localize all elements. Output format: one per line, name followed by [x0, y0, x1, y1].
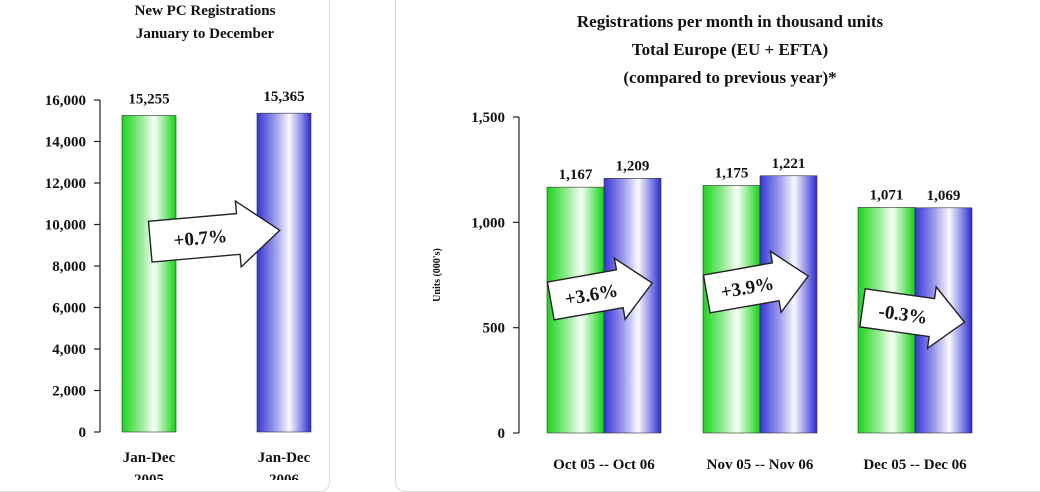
right-bar-value-label: 1,175	[715, 165, 749, 181]
right-y-axis-label: Units (000's)	[432, 248, 443, 302]
right-bar-value-label: 1,071	[870, 187, 904, 203]
left-y-tick-label: 10,000	[45, 218, 86, 234]
left-x-tick-label: 2006	[269, 472, 300, 480]
left-y-tick-label: 4,000	[52, 342, 86, 358]
left-y-tick-label: 12,000	[45, 176, 86, 192]
right-x-tick-label: Oct 05 -- Oct 06	[553, 457, 655, 473]
left-y-tick-label: 2,000	[52, 384, 86, 400]
right-chart-title: Registrations per month in thousand unit…	[420, 8, 1040, 92]
right-title-line-2: Total Europe (EU + EFTA)	[631, 40, 829, 59]
left-bar-2	[256, 112, 312, 433]
right-y-tick-label: 0	[498, 426, 506, 442]
right-change-arrow-2-shape	[702, 249, 810, 315]
left-x-tick-label: 2005	[134, 472, 164, 480]
right-x-tick-label: Dec 05 -- Dec 06	[863, 457, 967, 473]
right-title-line-1: Registrations per month in thousand unit…	[576, 12, 884, 31]
right-bar-value-label: 1,167	[559, 167, 593, 183]
left-y-tick-label: 0	[79, 425, 87, 441]
right-change-arrow-3: -0.3%	[859, 285, 966, 350]
right-y-tick-label: 1,500	[471, 110, 505, 126]
left-change-arrow-label: +0.7%	[173, 226, 228, 252]
left-x-tick-label: Jan-Dec	[123, 450, 176, 466]
left-y-tick-label: 8,000	[52, 259, 86, 275]
left-bar-value-label: 15,255	[128, 91, 169, 107]
charts-canvas: 0 2,000 4,000 6,000 8,000 10,000 12,000 14,000 1…	[45, 89, 973, 480]
right-change-arrow-1-shape	[546, 256, 654, 322]
right-x-tick-label: Nov 05 -- Nov 06	[707, 457, 814, 473]
left-y-tick-label: 14,000	[45, 135, 86, 151]
left-y-tick-label: 16,000	[45, 93, 86, 109]
right-bar-value-label: 1,221	[772, 156, 806, 172]
left-change-arrow-shape	[147, 199, 281, 269]
left-title-line-1: New PC Registrations	[134, 3, 276, 19]
right-bar-value-label: 1,209	[616, 158, 650, 174]
right-y-tick-label: 1,000	[471, 215, 505, 231]
right-title-line-3: (compared to previous year)*	[623, 68, 837, 87]
right-change-arrow-1: +3.6%	[546, 256, 654, 322]
left-bar-1	[121, 115, 177, 433]
right-bar-2-2	[759, 175, 818, 434]
right-bar-value-label: 1,069	[927, 188, 961, 204]
left-change-arrow: +0.7%	[147, 199, 281, 269]
right-change-arrow-3-shape	[859, 285, 966, 350]
left-bar-value-label: 15,365	[263, 89, 304, 105]
right-change-arrow-2: +3.9%	[702, 249, 810, 315]
left-title-line-2: January to December	[135, 26, 275, 42]
right-y-tick-label: 500	[483, 321, 506, 337]
left-y-tick-label: 6,000	[52, 301, 86, 317]
left-x-tick-label: Jan-Dec	[258, 450, 311, 466]
left-chart-title: New PC Registrations January to December	[0, 0, 410, 46]
